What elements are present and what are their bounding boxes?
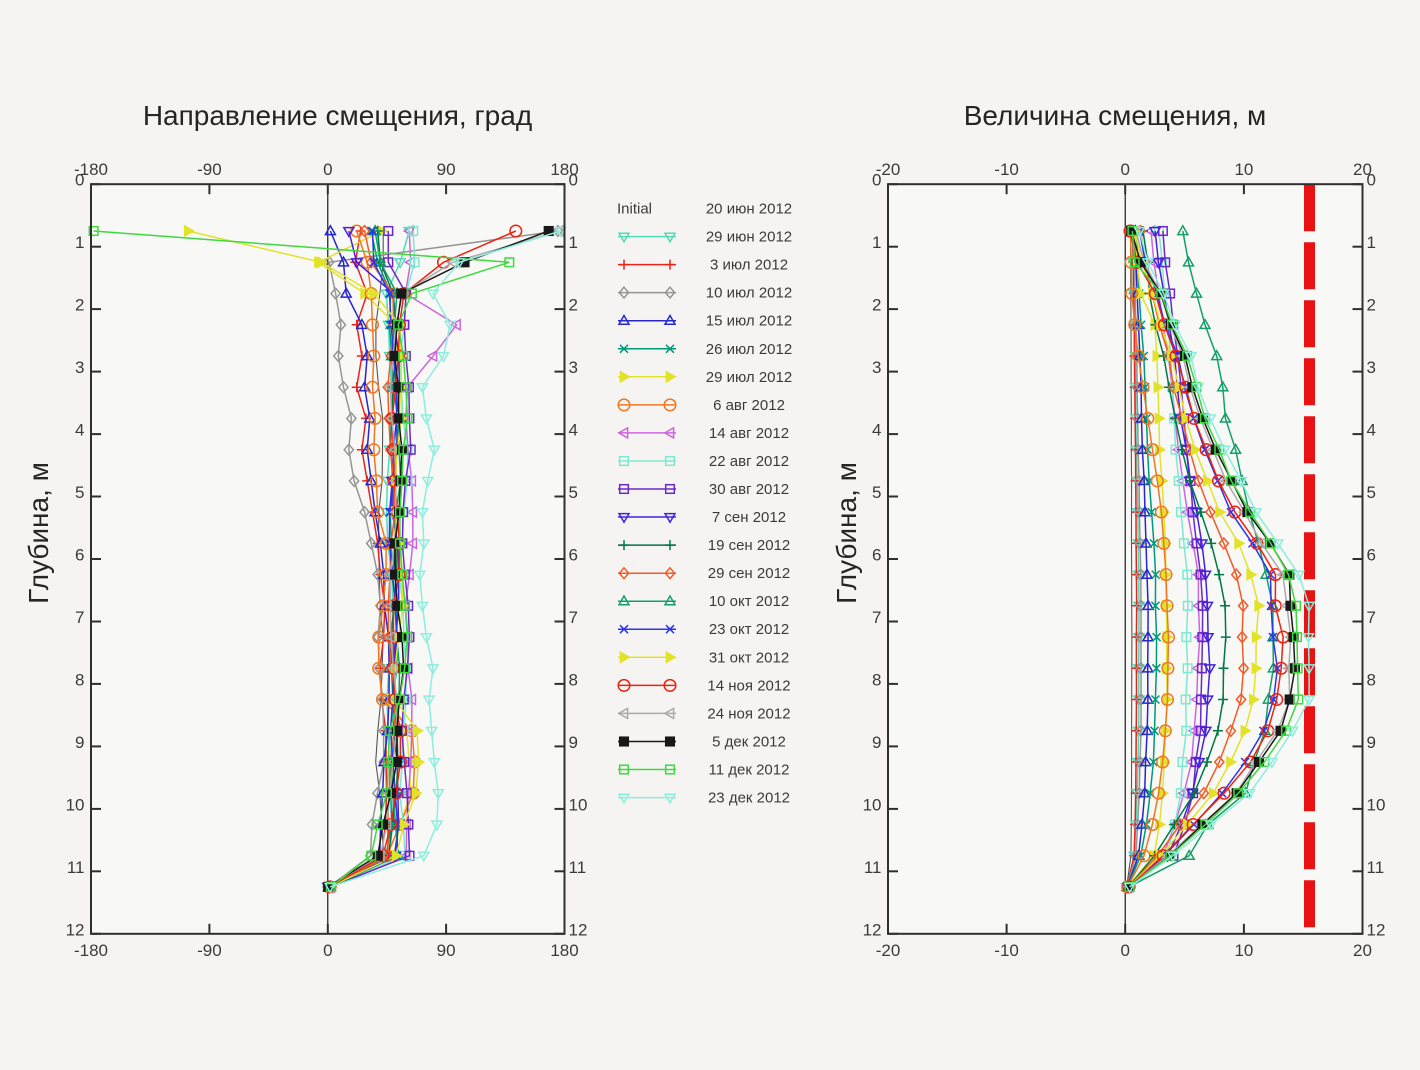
svg-text:10: 10 xyxy=(1234,941,1253,960)
svg-text:11: 11 xyxy=(67,858,85,877)
svg-text:0: 0 xyxy=(1120,160,1129,179)
svg-text:0: 0 xyxy=(75,171,84,190)
svg-text:10: 10 xyxy=(863,795,882,814)
svg-text:19 сен 2012: 19 сен 2012 xyxy=(708,537,791,554)
svg-text:29 сен 2012: 29 сен 2012 xyxy=(708,565,791,582)
svg-text:9: 9 xyxy=(1367,733,1376,752)
svg-text:3: 3 xyxy=(569,358,578,377)
svg-text:12: 12 xyxy=(66,920,85,939)
svg-text:6: 6 xyxy=(75,546,84,565)
svg-text:8: 8 xyxy=(569,670,578,689)
svg-text:3: 3 xyxy=(872,358,881,377)
svg-text:0: 0 xyxy=(1367,171,1376,190)
svg-text:10 июл 2012: 10 июл 2012 xyxy=(706,285,792,302)
svg-text:-20: -20 xyxy=(876,941,901,960)
svg-text:10: 10 xyxy=(1367,795,1386,814)
svg-text:2: 2 xyxy=(1367,296,1376,315)
svg-text:6: 6 xyxy=(569,546,578,565)
svg-text:Направление смещения, град: Направление смещения, град xyxy=(143,100,532,131)
svg-text:30 авг 2012: 30 авг 2012 xyxy=(709,481,789,498)
svg-text:2: 2 xyxy=(872,296,881,315)
svg-text:Глубина, м: Глубина, м xyxy=(23,462,54,604)
svg-text:11: 11 xyxy=(864,858,882,877)
svg-text:20 июн 2012: 20 июн 2012 xyxy=(706,201,792,218)
svg-text:6: 6 xyxy=(872,546,881,565)
svg-text:6: 6 xyxy=(1367,546,1376,565)
svg-text:180: 180 xyxy=(550,941,578,960)
svg-text:5: 5 xyxy=(569,483,578,502)
svg-text:9: 9 xyxy=(75,733,84,752)
svg-text:7: 7 xyxy=(872,608,881,627)
svg-text:15 июл 2012: 15 июл 2012 xyxy=(706,313,792,330)
svg-text:29 июн 2012: 29 июн 2012 xyxy=(706,229,792,246)
svg-text:9: 9 xyxy=(872,733,881,752)
svg-text:Initial: Initial xyxy=(617,201,652,218)
svg-text:2: 2 xyxy=(569,296,578,315)
svg-text:9: 9 xyxy=(569,733,578,752)
svg-text:11: 11 xyxy=(1367,858,1385,877)
svg-text:-90: -90 xyxy=(197,160,222,179)
svg-text:4: 4 xyxy=(75,421,84,440)
svg-text:3: 3 xyxy=(1367,358,1376,377)
svg-text:2: 2 xyxy=(75,296,84,315)
svg-text:-180: -180 xyxy=(74,941,108,960)
svg-text:5 дек 2012: 5 дек 2012 xyxy=(712,734,786,751)
svg-text:-10: -10 xyxy=(994,160,1019,179)
svg-text:1: 1 xyxy=(872,233,881,252)
svg-text:29 июл 2012: 29 июл 2012 xyxy=(706,369,792,386)
svg-text:10: 10 xyxy=(1234,160,1253,179)
svg-text:7: 7 xyxy=(569,608,578,627)
svg-text:22 авг 2012: 22 авг 2012 xyxy=(709,453,789,470)
svg-text:11 дек 2012: 11 дек 2012 xyxy=(709,762,790,779)
svg-text:-10: -10 xyxy=(994,941,1019,960)
svg-text:6 авг 2012: 6 авг 2012 xyxy=(713,397,785,414)
svg-text:20: 20 xyxy=(1353,160,1372,179)
svg-text:10 окт 2012: 10 окт 2012 xyxy=(709,593,789,610)
svg-text:1: 1 xyxy=(569,233,578,252)
svg-text:14 ноя 2012: 14 ноя 2012 xyxy=(707,677,790,694)
svg-text:5: 5 xyxy=(1367,483,1376,502)
svg-text:5: 5 xyxy=(75,483,84,502)
svg-text:23 дек 2012: 23 дек 2012 xyxy=(708,790,790,807)
svg-text:1: 1 xyxy=(1367,233,1376,252)
svg-text:10: 10 xyxy=(66,795,85,814)
svg-text:-180: -180 xyxy=(74,160,108,179)
svg-text:1: 1 xyxy=(75,233,84,252)
svg-text:23 окт 2012: 23 окт 2012 xyxy=(709,621,789,638)
svg-text:3: 3 xyxy=(75,358,84,377)
svg-text:0: 0 xyxy=(323,941,332,960)
svg-text:5: 5 xyxy=(872,483,881,502)
svg-text:90: 90 xyxy=(437,941,456,960)
svg-text:26 июл 2012: 26 июл 2012 xyxy=(706,341,792,358)
svg-text:Величина смещения, м: Величина смещения, м xyxy=(964,100,1267,131)
svg-text:7: 7 xyxy=(1367,608,1376,627)
svg-text:3 июл 2012: 3 июл 2012 xyxy=(710,257,788,274)
svg-text:0: 0 xyxy=(1120,941,1129,960)
svg-text:Глубина, м: Глубина, м xyxy=(831,462,862,604)
svg-text:4: 4 xyxy=(872,421,881,440)
svg-text:0: 0 xyxy=(323,160,332,179)
svg-text:7 сен 2012: 7 сен 2012 xyxy=(712,509,786,526)
svg-text:180: 180 xyxy=(550,160,578,179)
svg-text:7: 7 xyxy=(75,608,84,627)
svg-text:14 авг 2012: 14 авг 2012 xyxy=(709,425,789,442)
svg-text:8: 8 xyxy=(1367,670,1376,689)
svg-text:0: 0 xyxy=(569,171,578,190)
svg-text:31 окт 2012: 31 окт 2012 xyxy=(709,649,789,666)
svg-text:12: 12 xyxy=(569,920,588,939)
svg-text:8: 8 xyxy=(872,670,881,689)
svg-text:-20: -20 xyxy=(876,160,901,179)
svg-text:0: 0 xyxy=(872,171,881,190)
svg-text:90: 90 xyxy=(437,160,456,179)
svg-text:12: 12 xyxy=(863,920,882,939)
svg-text:4: 4 xyxy=(569,421,578,440)
svg-text:12: 12 xyxy=(1367,920,1386,939)
svg-text:4: 4 xyxy=(1367,421,1376,440)
svg-text:11: 11 xyxy=(569,858,587,877)
svg-text:24 ноя 2012: 24 ноя 2012 xyxy=(707,705,790,722)
svg-text:-90: -90 xyxy=(197,941,222,960)
svg-text:10: 10 xyxy=(569,795,588,814)
svg-text:20: 20 xyxy=(1353,941,1372,960)
svg-text:8: 8 xyxy=(75,670,84,689)
